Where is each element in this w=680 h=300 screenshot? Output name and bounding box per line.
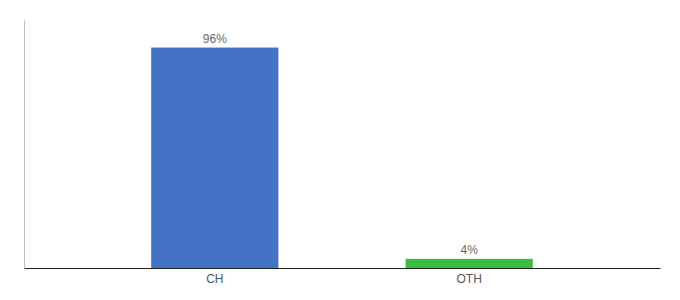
y-axis-line bbox=[24, 21, 25, 269]
y-axis bbox=[24, 21, 25, 269]
x-tick-label: OTH bbox=[457, 272, 482, 286]
data-label: 96% bbox=[203, 32, 227, 46]
x-tick: OTH bbox=[457, 272, 482, 286]
bar bbox=[406, 259, 533, 268]
chart: CH OTH 96% 4% bbox=[0, 0, 680, 300]
x-axis-line bbox=[25, 268, 661, 269]
x-tick-label: CH bbox=[206, 272, 223, 286]
data-label: 4% bbox=[461, 243, 479, 257]
plot: CH OTH 96% 4% bbox=[25, 21, 661, 286]
bars bbox=[151, 48, 533, 268]
x-tick: CH bbox=[206, 272, 223, 286]
bar bbox=[151, 48, 278, 268]
x-axis: CH OTH bbox=[25, 269, 661, 286]
data-labels: 96% 4% bbox=[203, 32, 478, 257]
